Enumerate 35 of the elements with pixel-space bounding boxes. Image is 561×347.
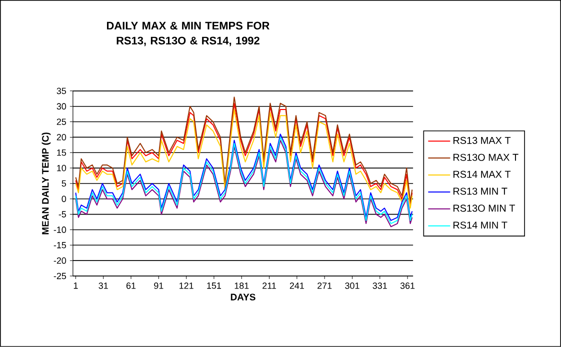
legend-label: RS14 MIN T (453, 222, 508, 229)
x-tick-label: 301 (345, 282, 360, 289)
y-tick-label: 25 (56, 118, 66, 125)
legend-label: RS13 MAX T (453, 136, 511, 144)
chart-title: DAILY MAX & MIN TEMPS FOR RS13, RS13O & RS14, 1992 (106, 22, 270, 46)
y-tick-label: 5 (62, 180, 66, 187)
y-tick-label: -25 (54, 272, 66, 280)
x-tick-label: 1 (74, 282, 78, 289)
legend-label: RS13O MAX T (453, 154, 518, 161)
x-tick-label: 331 (372, 282, 387, 289)
x-tick-label: 91 (154, 282, 164, 289)
legend-label: RS13 MIN T (453, 188, 508, 195)
y-tick-label: 15 (57, 150, 66, 156)
x-tick-label: 241 (290, 282, 304, 289)
y-tick-label: 0 (62, 196, 66, 202)
y-tick-label: -15 (54, 242, 66, 248)
legend-label: RS13O MIN T (453, 204, 516, 212)
x-tick-label: 31 (98, 282, 108, 289)
x-tick-label: 151 (207, 282, 221, 289)
y-tick-label: -5 (58, 211, 66, 218)
x-tick-label: 61 (126, 282, 136, 289)
x-tick-label: 211 (262, 282, 276, 289)
x-tick-label: 181 (234, 282, 249, 289)
x-tick-label: 271 (318, 282, 332, 289)
y-tick-label: -10 (54, 226, 66, 233)
legend-label: RS14 MAX T (453, 170, 511, 178)
y-tick-label: -20 (54, 257, 66, 264)
x-tick-label: 121 (180, 282, 194, 289)
x-tick-label: 361 (400, 282, 415, 289)
y-tick-label: 20 (56, 134, 66, 140)
y-axis-title: MEAN DAILY TEMP (C) (42, 132, 51, 234)
x-axis-title: DAYS (230, 294, 256, 300)
y-tick-label: 10 (57, 164, 66, 172)
y-tick-label: 30 (56, 103, 66, 110)
y-tick-label: 35 (56, 88, 66, 94)
